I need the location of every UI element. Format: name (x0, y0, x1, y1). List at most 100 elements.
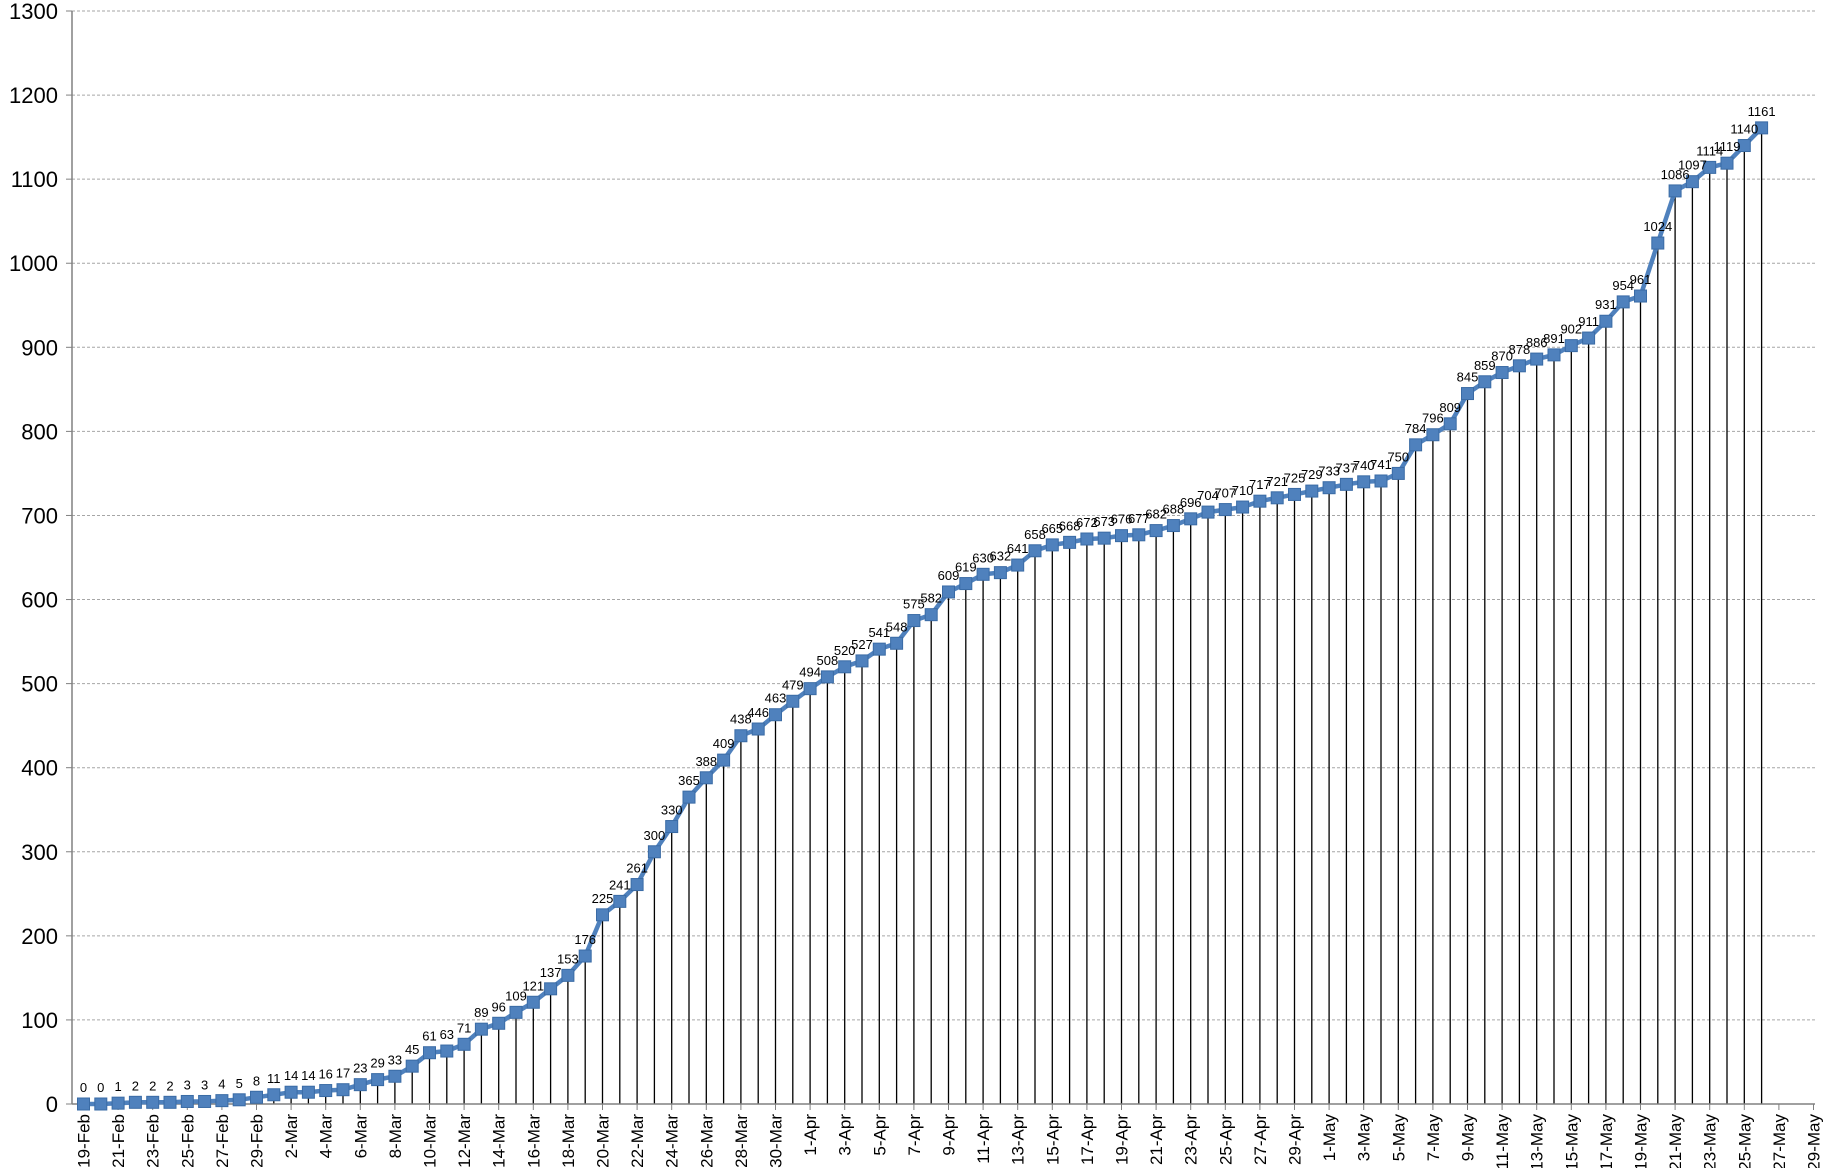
data-point-marker (993, 566, 1007, 580)
data-point-marker (1495, 366, 1509, 380)
x-tick-label: 25-Apr (1216, 1114, 1235, 1165)
data-label: 520 (834, 643, 856, 658)
data-point-marker (1391, 466, 1405, 480)
x-tick-label: 2-Mar (282, 1114, 301, 1159)
data-label: 582 (920, 591, 942, 606)
data-point-marker (474, 1022, 488, 1036)
x-tick-label: 4-Mar (317, 1114, 336, 1159)
x-tick-label: 21-Apr (1147, 1114, 1166, 1165)
data-point-marker (1288, 487, 1301, 501)
data-label: 137 (540, 965, 562, 980)
data-label: 261 (626, 861, 648, 876)
y-tick-label: 0 (46, 1092, 58, 1117)
data-label: 902 (1560, 322, 1582, 337)
data-point-marker (734, 729, 748, 743)
series-line (83, 126, 1764, 1107)
x-tick-label: 7-May (1424, 1114, 1443, 1162)
data-label: 409 (713, 736, 735, 751)
data-label: 1097 (1678, 158, 1707, 173)
data-label: 878 (1509, 342, 1531, 357)
data-label: 658 (1024, 527, 1046, 542)
data-label: 677 (1128, 511, 1150, 526)
data-point-marker (371, 1073, 385, 1087)
data-point-marker (942, 585, 955, 599)
x-tick-label: 8-Mar (386, 1114, 405, 1159)
data-label: 725 (1284, 470, 1306, 485)
x-tick-label: 19-Apr (1113, 1114, 1132, 1165)
x-tick-label: 13-May (1528, 1114, 1547, 1168)
data-label: 609 (938, 568, 960, 583)
data-label: 796 (1422, 411, 1444, 426)
data-label: 1114 (1696, 143, 1723, 158)
x-tick-label: 29-May (1805, 1114, 1824, 1168)
data-point-marker (128, 1095, 142, 1109)
data-point-marker (1720, 156, 1734, 170)
data-label: 508 (817, 653, 839, 668)
data-label: 845 (1457, 370, 1479, 385)
x-tick-label: 12-Mar (455, 1114, 474, 1168)
data-point-marker (561, 968, 575, 982)
data-point-marker (1461, 387, 1474, 401)
data-point-marker (872, 642, 886, 656)
data-point-marker (699, 771, 713, 785)
data-label: 1 (114, 1079, 121, 1094)
y-tick-label: 100 (21, 1008, 58, 1033)
y-tick-label: 900 (21, 335, 58, 360)
data-point-marker (1270, 491, 1284, 505)
data-label: 2 (132, 1078, 139, 1093)
data-point-marker (1080, 532, 1094, 546)
data-label: 721 (1266, 474, 1288, 489)
data-point-marker (1322, 481, 1336, 495)
x-tick-label: 9-May (1459, 1114, 1478, 1162)
data-point-marker (1236, 500, 1250, 514)
y-tick-label: 1300 (9, 0, 58, 24)
data-label: 11 (267, 1071, 281, 1086)
x-tick-label: 17-Apr (1078, 1114, 1097, 1165)
data-point-marker (820, 670, 834, 684)
data-label: 176 (574, 932, 596, 947)
series-polyline (83, 126, 1764, 1107)
data-point-marker (838, 660, 852, 674)
data-point-marker (457, 1037, 471, 1051)
data-label: 2 (149, 1078, 156, 1093)
x-tick-label: 9-Apr (940, 1114, 959, 1156)
data-label: 870 (1491, 349, 1513, 364)
data-label: 632 (990, 549, 1012, 564)
data-label: 1024 (1643, 219, 1672, 234)
y-tick-label: 1200 (9, 83, 58, 108)
y-tick-label: 1000 (9, 251, 58, 276)
x-tick-label: 15-May (1562, 1114, 1581, 1168)
data-label: 225 (592, 891, 614, 906)
data-point-marker (1357, 475, 1371, 489)
data-label: 961 (1630, 272, 1652, 287)
data-point-marker (1115, 529, 1128, 543)
data-point-marker (855, 654, 869, 668)
x-tick-label: 21-Feb (109, 1114, 128, 1168)
data-label: 8 (253, 1073, 260, 1088)
data-label: 630 (972, 550, 994, 565)
x-tick-label: 23-Apr (1182, 1114, 1201, 1165)
data-label: 740 (1353, 458, 1375, 473)
x-tick-label: 18-Mar (559, 1114, 578, 1168)
data-point-marker (94, 1097, 108, 1111)
x-tick-label: 28-Mar (732, 1114, 751, 1168)
drop-lines (117, 127, 1763, 1104)
data-point-marker (769, 708, 782, 722)
y-tick-label: 500 (21, 672, 58, 697)
data-label: 45 (405, 1042, 419, 1057)
data-label: 676 (1111, 512, 1133, 527)
x-tick-label: 7-Apr (905, 1114, 924, 1156)
data-point-marker (526, 995, 540, 1009)
data-label: 3 (184, 1077, 191, 1092)
data-point-marker (1634, 289, 1647, 303)
x-tick-label: 19-Feb (75, 1114, 94, 1168)
x-tick-label: 3-Apr (836, 1114, 855, 1156)
data-label: 63 (440, 1027, 454, 1042)
data-point-marker (284, 1085, 298, 1099)
data-label: 0 (80, 1080, 87, 1095)
data-label: 911 (1578, 314, 1599, 329)
x-tick-label: 15-Apr (1043, 1114, 1062, 1165)
data-point-marker (924, 608, 938, 622)
